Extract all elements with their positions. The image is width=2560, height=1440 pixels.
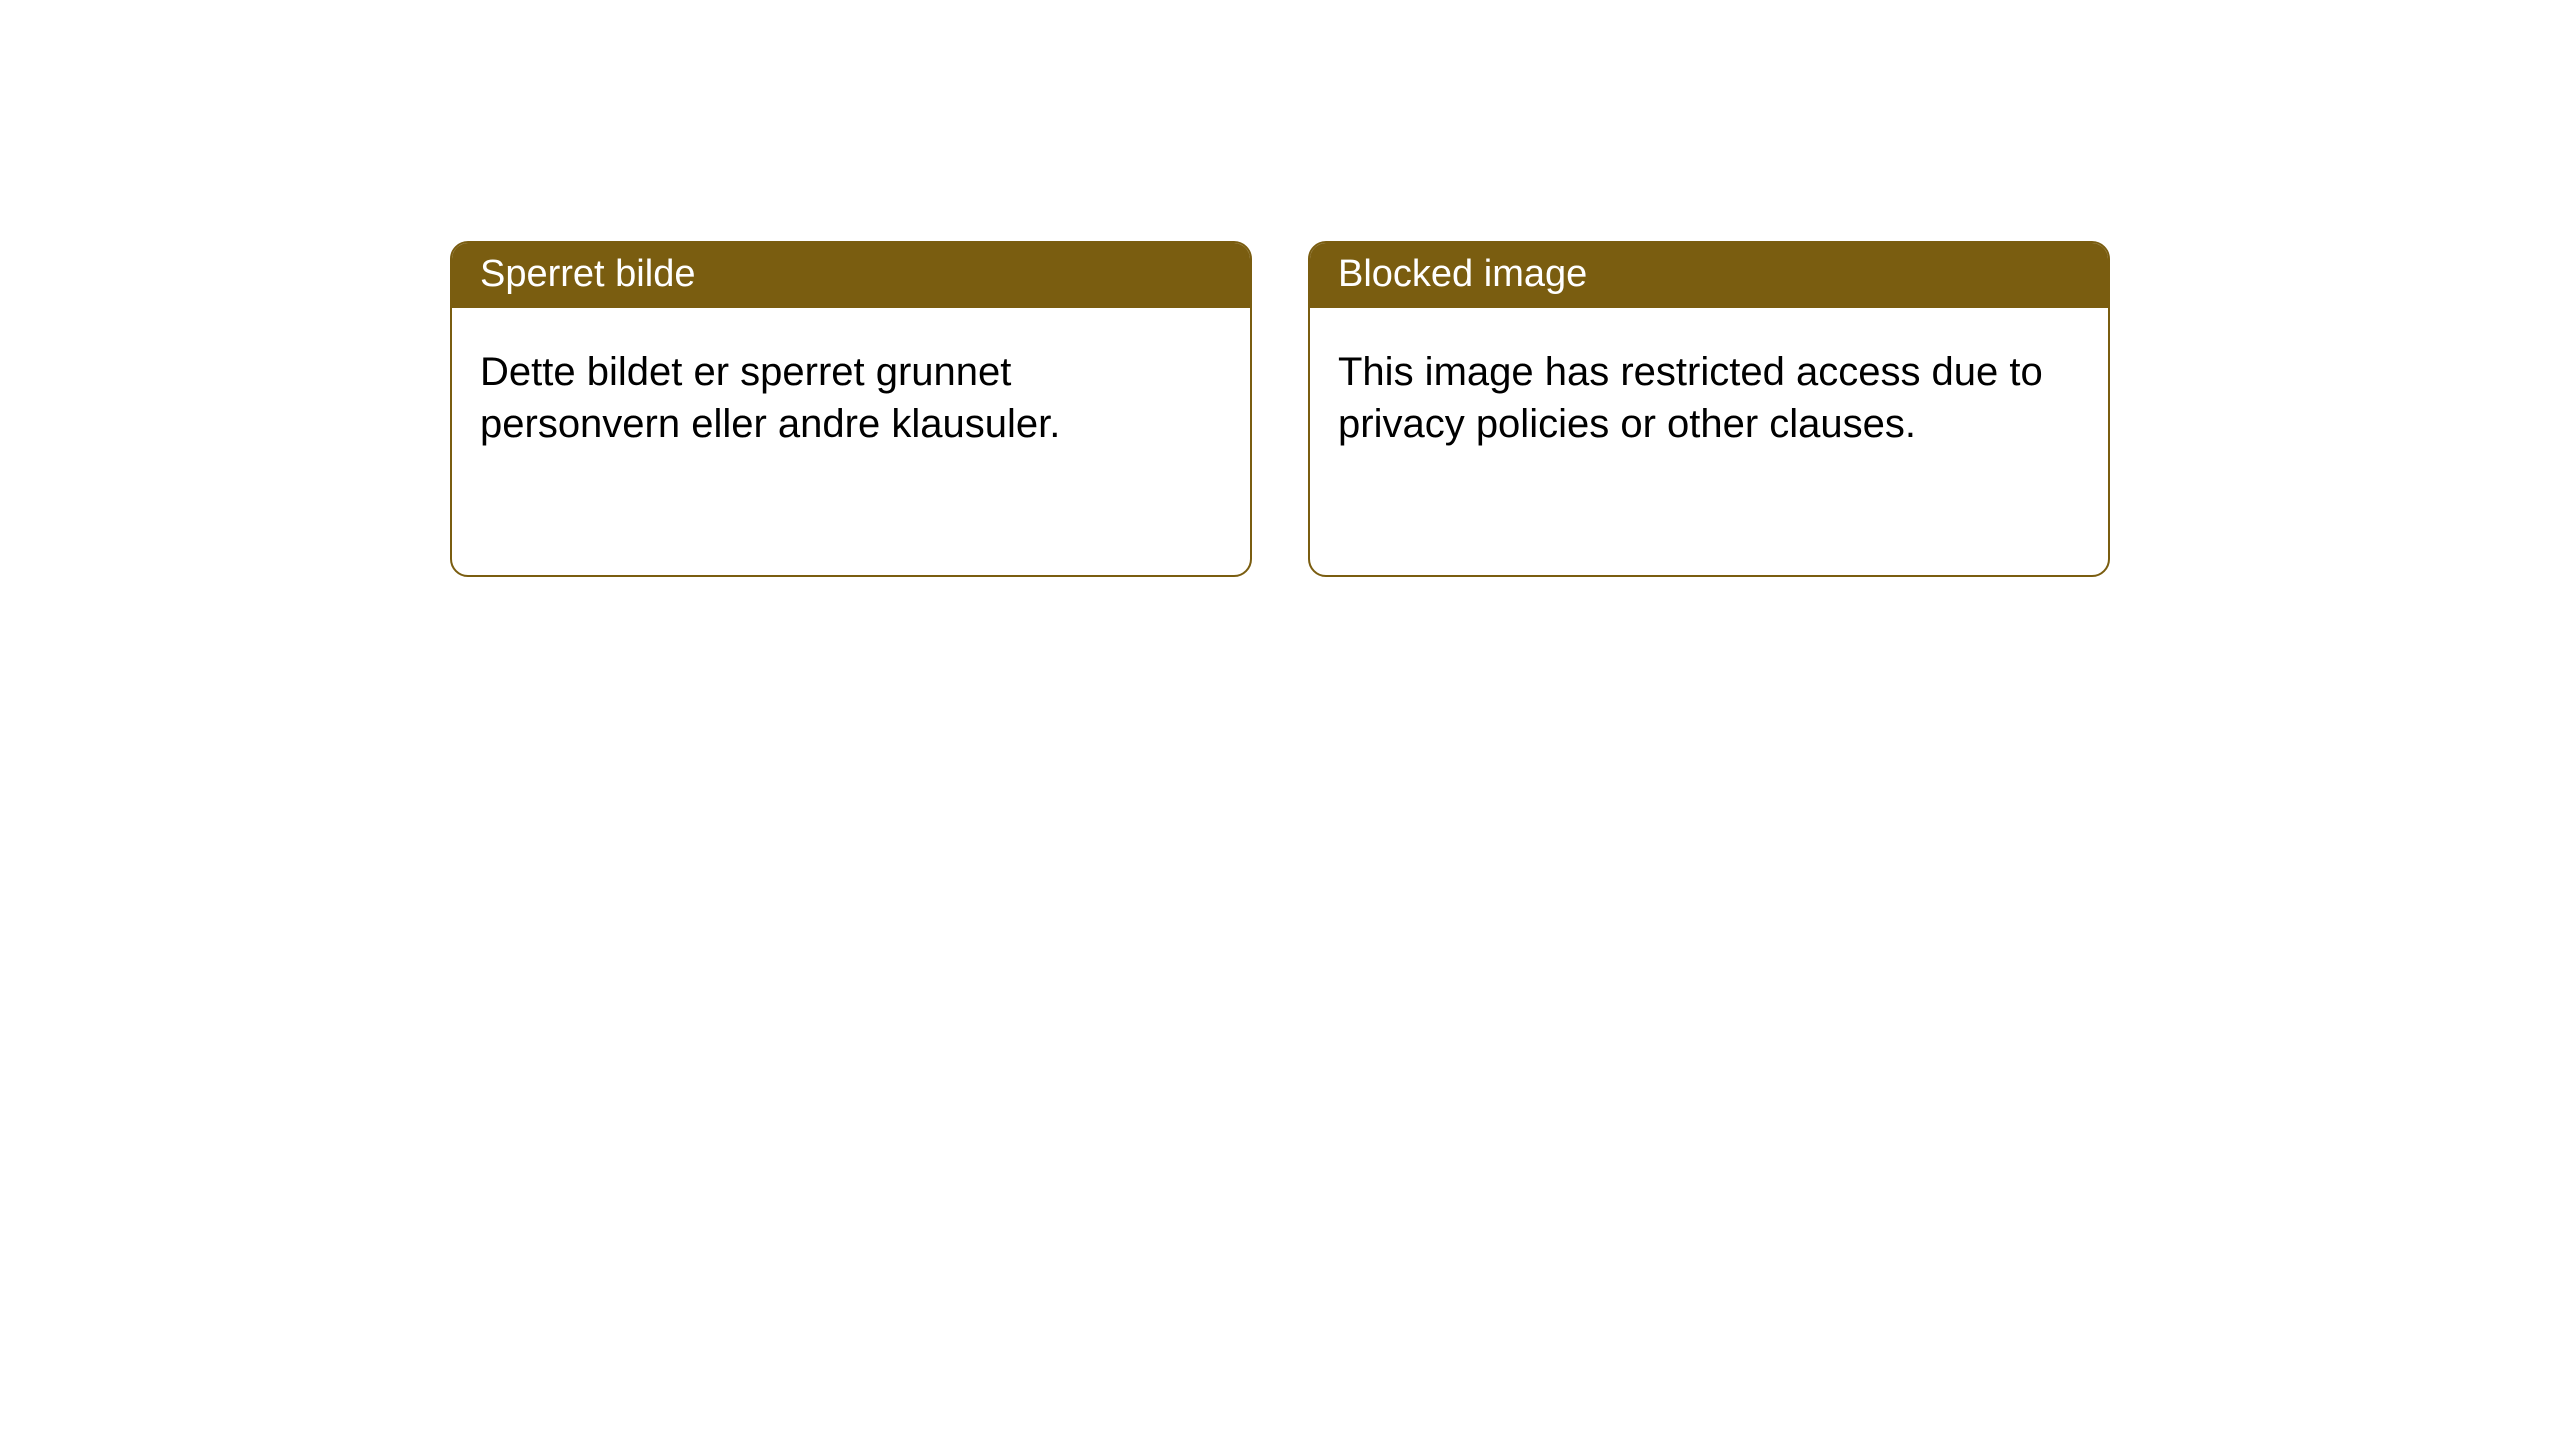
notice-container: Sperret bilde Dette bildet er sperret gr… (0, 0, 2560, 577)
notice-card-en: Blocked image This image has restricted … (1308, 241, 2110, 577)
notice-body-en: This image has restricted access due to … (1310, 308, 2108, 478)
notice-title-no: Sperret bilde (452, 243, 1250, 308)
notice-card-no: Sperret bilde Dette bildet er sperret gr… (450, 241, 1252, 577)
notice-title-en: Blocked image (1310, 243, 2108, 308)
notice-body-no: Dette bildet er sperret grunnet personve… (452, 308, 1250, 478)
